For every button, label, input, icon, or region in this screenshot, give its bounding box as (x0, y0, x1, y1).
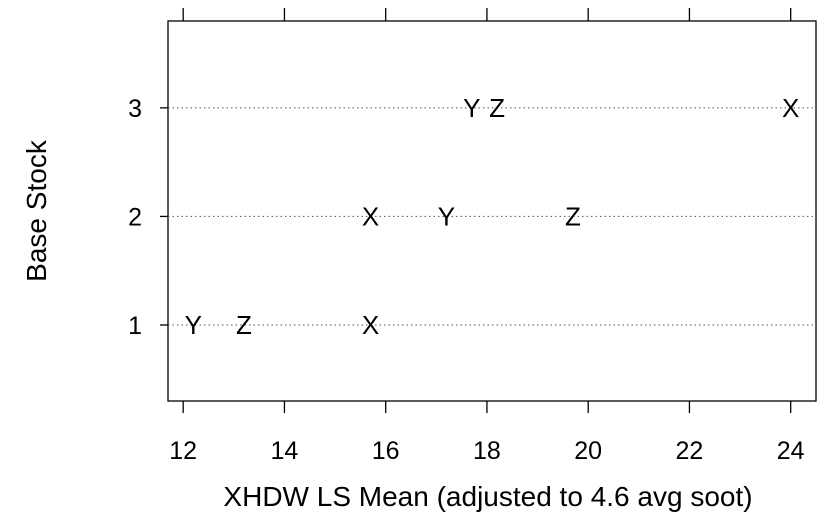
y-axis-ticks: 1 2 3 (128, 95, 168, 340)
y-tick-label: 1 (128, 312, 142, 340)
data-point-x: X (362, 310, 379, 340)
data-point-z: Z (565, 201, 581, 231)
plot-frame (167, 20, 817, 402)
x-tick-label: 18 (473, 437, 501, 465)
data-point-y: Y (438, 201, 455, 231)
x-axis-title: XHDW LS Mean (adjusted to 4.6 avg soot) (223, 481, 752, 512)
x-tick-label: 20 (574, 437, 602, 465)
x-tick-label: 16 (372, 437, 400, 465)
grid-lines (168, 107, 816, 326)
x-tick-label: 14 (271, 437, 299, 465)
y-axis-title: Base Stock (21, 139, 52, 282)
x-tick-label: 24 (777, 437, 805, 465)
x-tick-label: 22 (676, 437, 704, 465)
data-point-z: Z (236, 310, 252, 340)
y-tick-label: 2 (128, 203, 142, 231)
data-point-y: Y (463, 93, 480, 123)
data-point-x: X (782, 93, 799, 123)
data-point-y: Y (185, 310, 202, 340)
x-axis-ticks: 12 14 16 18 20 22 24 (169, 8, 805, 465)
x-tick-label: 12 (169, 437, 197, 465)
data-point-x: X (362, 201, 379, 231)
y-tick-label: 3 (128, 95, 142, 123)
data-points: Y Z XX Y ZY Z X (185, 93, 800, 340)
data-point-z: Z (489, 93, 505, 123)
